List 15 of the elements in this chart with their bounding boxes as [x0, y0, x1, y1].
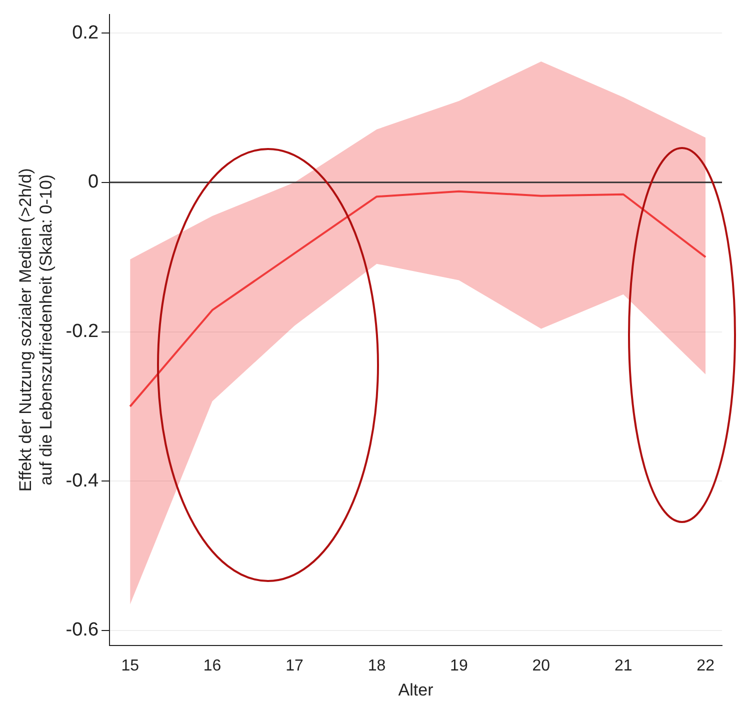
y-tick-label: -0.6	[66, 620, 99, 641]
y-tick-label: 0.2	[72, 22, 99, 44]
y-tick-label: 0	[88, 172, 99, 193]
x-tick-label: 19	[450, 657, 468, 674]
y-tick-label: -0.4	[66, 470, 99, 492]
x-tick-label: 15	[121, 657, 140, 674]
x-tick-label: 21	[614, 657, 632, 674]
x-tick-label: 17	[286, 657, 304, 674]
y-tick-label: -0.2	[66, 321, 99, 342]
x-tick-label: 22	[696, 657, 715, 674]
y-axis-title: Effekt der Nutzung sozialer Medien (>2h/d) auf die Lebenszufriedenheit (Skala: 0-10)	[16, 168, 56, 492]
x-axis-title: Alter	[398, 680, 434, 700]
x-tick-label: 18	[368, 657, 386, 674]
x-tick-label: 20	[532, 657, 550, 674]
x-tick-label: 16	[203, 657, 222, 674]
